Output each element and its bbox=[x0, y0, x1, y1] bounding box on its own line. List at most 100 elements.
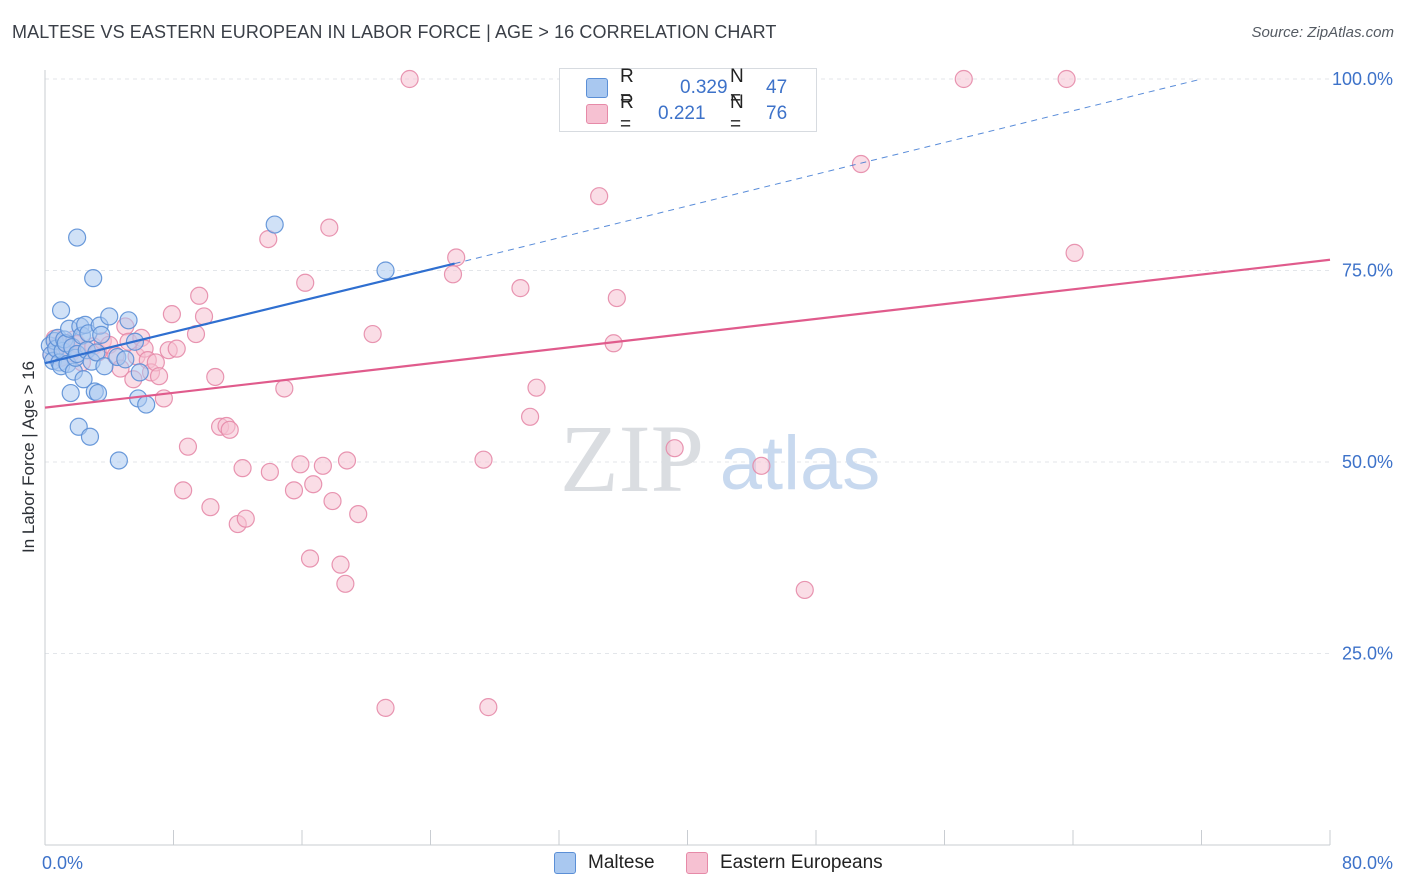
eastern-r-label: R = bbox=[620, 92, 634, 135]
eastern-point bbox=[291, 455, 310, 474]
eastern-point bbox=[954, 69, 973, 89]
eastern-point bbox=[520, 407, 540, 426]
maltese-point bbox=[68, 228, 87, 247]
eastern-legend-swatch bbox=[686, 852, 708, 874]
eastern-point bbox=[795, 580, 814, 600]
eastern-point bbox=[443, 265, 463, 284]
eastern-point bbox=[363, 324, 382, 344]
maltese-point bbox=[95, 357, 114, 376]
eastern-point bbox=[349, 504, 368, 524]
eastern-point bbox=[260, 462, 279, 482]
eastern-point bbox=[313, 456, 332, 475]
series-legend: Maltese Eastern Europeans bbox=[0, 852, 1406, 878]
eastern-trend-line bbox=[44, 258, 1331, 409]
eastern-point bbox=[1057, 69, 1076, 89]
chart-title: MALTESE VS EASTERN EUROPEAN IN LABOR FOR… bbox=[12, 22, 777, 42]
eastern-n-label: N = bbox=[730, 92, 744, 135]
grid-lines bbox=[45, 78, 1330, 654]
x-tick-label: 0.0% bbox=[42, 853, 83, 873]
eastern-point bbox=[1065, 243, 1084, 262]
maltese-point bbox=[100, 307, 119, 326]
eastern-point bbox=[851, 154, 871, 174]
maltese-point bbox=[119, 311, 138, 330]
eastern-point bbox=[447, 248, 466, 267]
trend-lines bbox=[44, 78, 1331, 409]
eastern-point bbox=[479, 698, 498, 717]
eastern-point bbox=[300, 549, 320, 568]
y-tick-label: 25.0% bbox=[1342, 644, 1393, 664]
eastern-point bbox=[337, 451, 357, 470]
maltese-trend-extension bbox=[454, 78, 1202, 265]
maltese-swatch bbox=[586, 78, 608, 98]
eastern-swatch bbox=[586, 104, 608, 124]
maltese-point bbox=[116, 350, 135, 369]
y-axis-label: In Labor Force | Age > 16 bbox=[19, 361, 38, 553]
eastern-point bbox=[527, 378, 546, 397]
eastern-r-value: 0.221 bbox=[658, 103, 706, 124]
maltese-point bbox=[265, 215, 284, 234]
maltese-point bbox=[92, 325, 111, 344]
eastern-point bbox=[190, 286, 209, 305]
y-tick-label: 50.0% bbox=[1342, 452, 1393, 472]
eastern-point bbox=[474, 450, 493, 469]
eastern-point bbox=[336, 574, 355, 593]
eastern-point bbox=[162, 305, 181, 324]
maltese-n-label: N = bbox=[730, 66, 744, 109]
eastern-point bbox=[304, 475, 323, 494]
maltese-point bbox=[84, 269, 103, 288]
eastern-point bbox=[149, 367, 169, 386]
tick-labels: 25.0% 50.0% 75.0% 100.0% 0.0% 80.0% bbox=[42, 69, 1393, 873]
watermark-atlas: atlas bbox=[720, 421, 881, 506]
eastern-point bbox=[400, 69, 419, 89]
eastern-point bbox=[296, 273, 315, 292]
eastern-point bbox=[220, 420, 239, 439]
series-maltese bbox=[40, 215, 395, 470]
maltese-point bbox=[61, 383, 80, 403]
maltese-point bbox=[137, 395, 156, 414]
maltese-point bbox=[51, 301, 71, 320]
eastern-point bbox=[590, 187, 609, 206]
y-tick-label: 75.0% bbox=[1342, 261, 1393, 281]
maltese-point bbox=[109, 451, 128, 470]
watermark: ZIP atlas bbox=[560, 405, 880, 512]
eastern-point bbox=[284, 481, 304, 500]
legend-item-eastern[interactable]: Eastern Europeans bbox=[686, 852, 883, 874]
maltese-point bbox=[130, 363, 149, 382]
eastern-point bbox=[275, 379, 294, 398]
axes bbox=[44, 70, 1331, 846]
eastern-point bbox=[174, 481, 193, 500]
legend-item-maltese[interactable]: Maltese bbox=[554, 852, 655, 874]
maltese-trend-line bbox=[44, 262, 455, 365]
maltese-legend-label: Maltese bbox=[588, 852, 655, 873]
eastern-point bbox=[233, 459, 252, 478]
maltese-r-label: R = bbox=[620, 66, 634, 109]
watermark-zip: ZIP bbox=[560, 405, 704, 512]
eastern-point bbox=[201, 498, 220, 517]
eastern-legend-label: Eastern Europeans bbox=[720, 852, 883, 873]
maltese-point bbox=[88, 383, 108, 403]
series-eastern-europeans bbox=[42, 69, 1084, 717]
eastern-point bbox=[665, 439, 684, 458]
eastern-point bbox=[236, 509, 255, 528]
maltese-legend-swatch bbox=[554, 852, 576, 874]
eastern-point bbox=[323, 491, 342, 511]
eastern-point bbox=[178, 437, 198, 456]
x-tick-label: 80.0% bbox=[1342, 853, 1393, 873]
maltese-n-value: 47 bbox=[766, 77, 788, 98]
source-label: Source: ZipAtlas.com bbox=[1251, 24, 1394, 41]
eastern-point bbox=[206, 367, 225, 387]
maltese-r-value: 0.329 bbox=[680, 77, 728, 98]
eastern-point bbox=[607, 288, 626, 308]
maltese-point bbox=[376, 261, 395, 280]
stats-legend: R = 0.329 N = 47 R = 0.221 N = 76 bbox=[559, 66, 817, 135]
y-tick-label: 100.0% bbox=[1332, 69, 1393, 89]
maltese-point bbox=[80, 427, 100, 446]
eastern-point bbox=[167, 339, 186, 358]
eastern-point bbox=[511, 279, 530, 298]
eastern-n-value: 76 bbox=[766, 103, 788, 124]
eastern-point bbox=[331, 555, 350, 574]
maltese-point bbox=[74, 370, 93, 389]
eastern-point bbox=[320, 218, 339, 237]
eastern-point bbox=[752, 456, 771, 475]
